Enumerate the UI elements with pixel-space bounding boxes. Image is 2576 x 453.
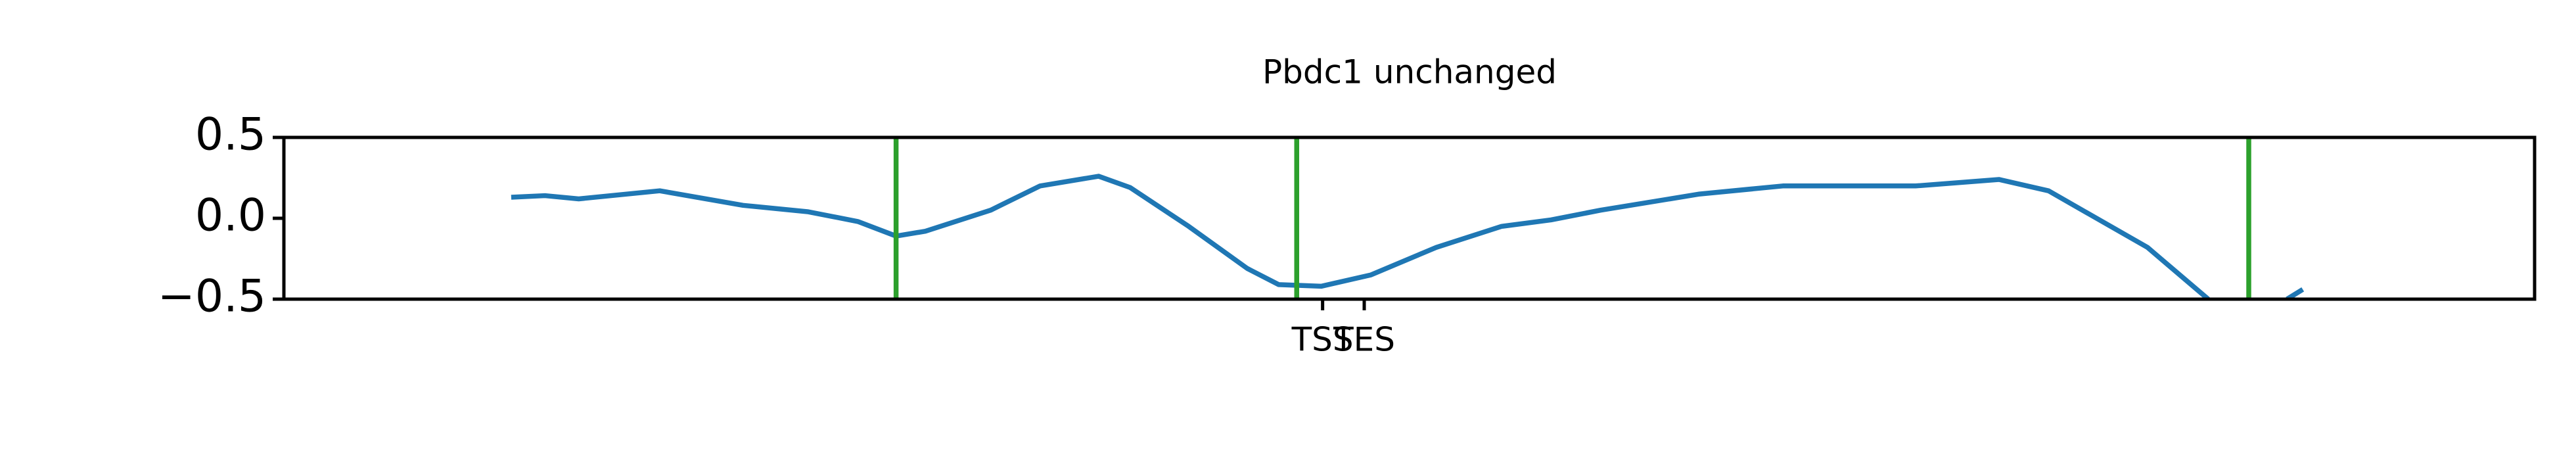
axes-frame <box>282 135 2537 301</box>
y-tick-label: 0.0 <box>195 190 266 242</box>
data-line <box>511 174 2305 299</box>
chart-title: Pbdc1 unchanged <box>1262 53 1557 91</box>
y-tick-label: 0.5 <box>195 109 266 161</box>
y-tick-label: −0.5 <box>158 271 266 323</box>
x-tick-label: TES <box>1333 321 1395 359</box>
x-tick-label: TSS <box>1291 321 1354 359</box>
plot-area <box>511 137 2305 299</box>
